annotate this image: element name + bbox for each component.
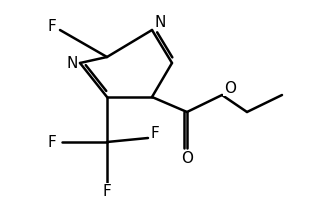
Text: N: N xyxy=(66,56,78,71)
Text: F: F xyxy=(151,125,159,140)
Text: O: O xyxy=(224,80,236,95)
Text: F: F xyxy=(48,134,56,149)
Text: F: F xyxy=(48,19,56,34)
Text: F: F xyxy=(103,183,111,198)
Text: N: N xyxy=(154,15,166,30)
Text: O: O xyxy=(181,151,193,166)
